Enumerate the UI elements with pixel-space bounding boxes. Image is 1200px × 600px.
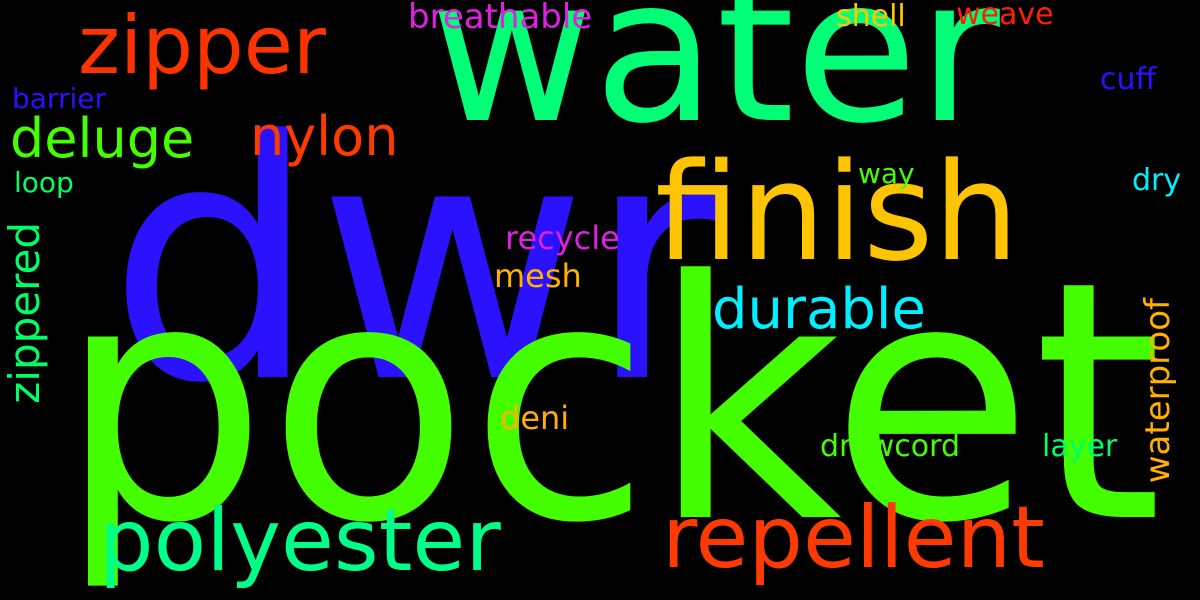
word-weave: weave: [956, 0, 1054, 32]
word-layer: layer: [1042, 429, 1118, 464]
word-finish: finish: [655, 134, 1019, 291]
word-dry: dry: [1132, 163, 1182, 198]
word-loop: loop: [14, 166, 74, 199]
word-drawcord: drawcord: [820, 429, 960, 464]
word-recycle: recycle: [505, 219, 620, 257]
word-nylon: nylon: [250, 105, 399, 168]
word-way: way: [858, 157, 915, 190]
word-durable: durable: [712, 277, 926, 342]
word-dwr: dwr: [108, 71, 724, 455]
word-zippered: zippered: [0, 222, 49, 404]
word-breathable: breathable: [408, 0, 593, 37]
word-deni: deni: [500, 399, 570, 437]
word-polyester: polyester: [99, 491, 501, 591]
word-shell: shell: [836, 0, 906, 34]
word-deluge: deluge: [10, 107, 195, 170]
word-water: water: [430, 0, 1000, 168]
word-zipper: zipper: [78, 0, 326, 92]
word-pocket: pocket: [58, 211, 1163, 595]
word-mesh: mesh: [494, 257, 582, 295]
word-repellent: repellent: [662, 488, 1045, 588]
word-waterproof: waterproof: [1138, 298, 1178, 484]
word-barrier: barrier: [12, 82, 106, 115]
word-cuff: cuff: [1100, 62, 1157, 97]
